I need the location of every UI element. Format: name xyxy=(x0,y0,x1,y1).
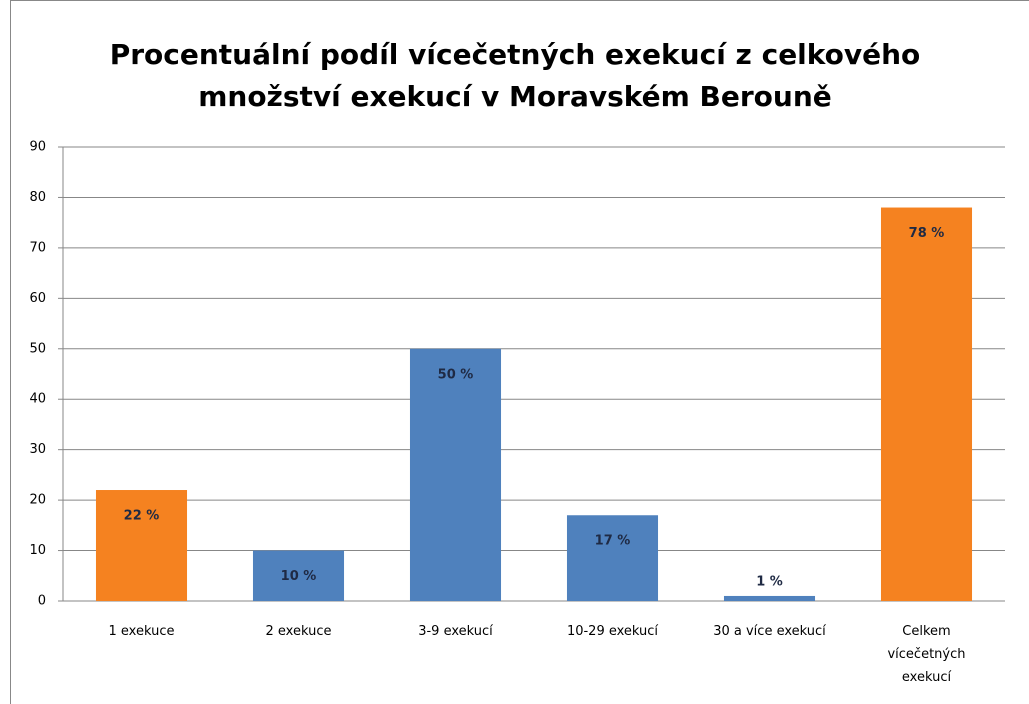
y-tick-label: 80 xyxy=(29,190,46,205)
x-tick-label: 1 exekuce xyxy=(108,624,175,639)
bar xyxy=(880,207,973,602)
chart-border xyxy=(10,0,1029,704)
x-tick-label: 10-29 exekucí xyxy=(566,624,659,639)
data-label: 17 % xyxy=(595,534,631,549)
x-tick-label: 2 exekuce xyxy=(265,624,332,639)
y-tick-label: 0 xyxy=(38,594,46,609)
bar xyxy=(723,595,816,601)
y-tick-label: 20 xyxy=(29,493,46,508)
y-tick-label: 70 xyxy=(29,240,46,255)
y-tick-label: 50 xyxy=(29,341,46,356)
bar xyxy=(566,515,659,601)
chart-title: Procentuální podíl vícečetných exekucí z… xyxy=(109,38,921,113)
x-tick-label: 3-9 exekucí xyxy=(418,624,493,639)
bar xyxy=(409,348,502,601)
data-label: 1 % xyxy=(756,574,783,589)
y-tick-label: 10 xyxy=(29,543,46,558)
x-tick-label: Celkem vícečetných exekucí xyxy=(887,624,966,685)
y-tick-label: 60 xyxy=(29,291,46,306)
data-label: 10 % xyxy=(281,569,317,584)
data-label: 22 % xyxy=(124,509,160,524)
bar xyxy=(95,490,188,601)
data-label: 78 % xyxy=(909,226,945,241)
bar xyxy=(252,550,345,601)
y-tick-label: 90 xyxy=(29,140,46,155)
y-tick-label: 40 xyxy=(29,392,46,407)
x-tick-label: 30 a více exekucí xyxy=(713,624,826,639)
data-label: 50 % xyxy=(438,367,474,382)
y-tick-label: 30 xyxy=(29,442,46,457)
